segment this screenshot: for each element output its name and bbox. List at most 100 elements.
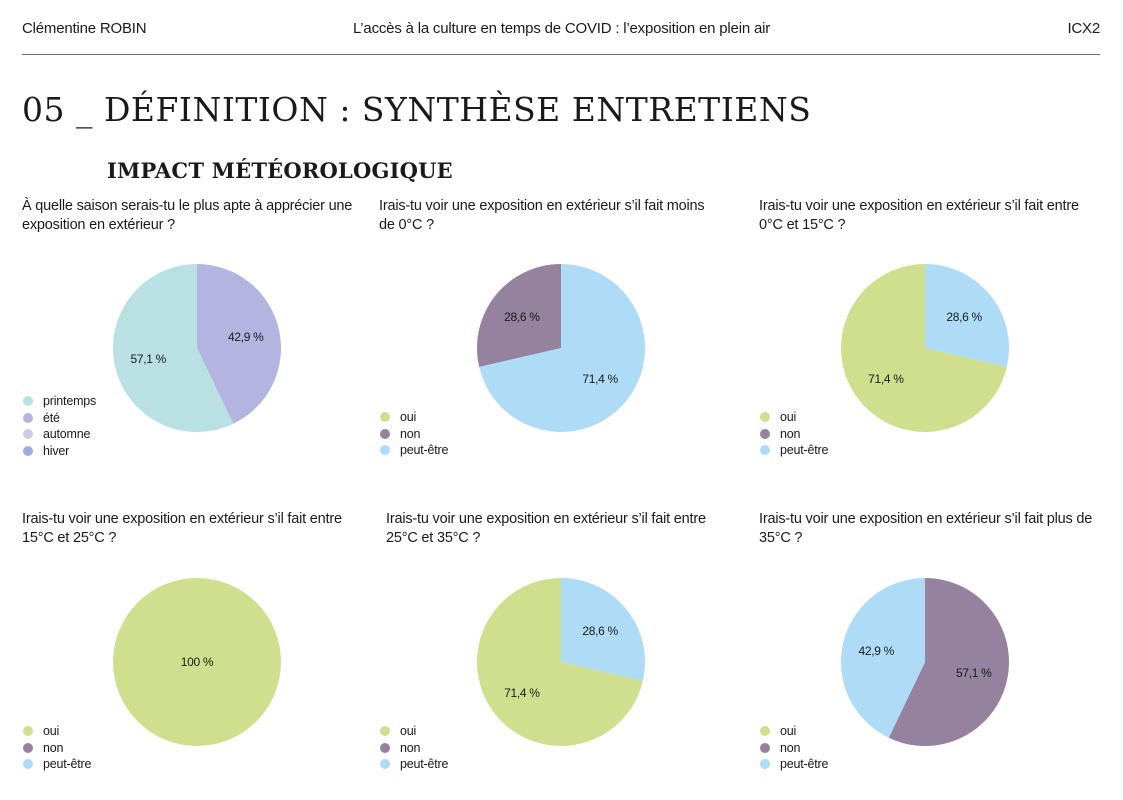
pie-slice-peut-etre [925, 264, 1009, 367]
chart-question: Irais-tu voir une exposition en extérieu… [379, 198, 705, 233]
legend-label: peut-être [780, 757, 829, 772]
pie-chart: 57,1 % 42,9 % [841, 578, 1010, 746]
legend-label: oui [43, 724, 60, 739]
legend-label: non [43, 740, 64, 755]
pie-panel-season: À quelle saison serais-tu le plus apte à… [22, 197, 362, 487]
pie-label-non: 57,1 % [956, 666, 992, 680]
legend-swatch [760, 412, 770, 423]
chart-question: Irais-tu voir une exposition en extérieu… [386, 511, 706, 546]
pie-slice-non [476, 264, 561, 367]
legend-label: non [780, 740, 801, 755]
pie-chart: 71,4 % 28,6 % [476, 264, 645, 432]
chart-question: Irais-tu voir une exposition en extérieu… [22, 511, 342, 546]
legend-item-peut-etre: peut-être [759, 756, 828, 773]
legend-item-automne: automne [22, 426, 96, 443]
header-subtitle: L’accès à la culture en temps de COVID :… [352, 20, 771, 37]
legend-swatch [380, 445, 390, 456]
legend-label: peut-être [43, 757, 92, 772]
legend-swatch [760, 428, 770, 439]
legend-label: printemps [43, 394, 97, 409]
legend-label: peut-être [400, 443, 449, 458]
legend-swatch [760, 759, 770, 770]
legend-label: peut-être [780, 443, 829, 458]
legend-label: hiver [43, 443, 70, 458]
pie-label-oui: 71,4 % [868, 372, 904, 386]
legend-label: non [400, 740, 421, 755]
pie-label-peut-etre: 42,9 % [858, 644, 894, 658]
pie-slice-printemps [112, 264, 234, 432]
legend-item-non: non [379, 740, 448, 757]
legend-swatch [23, 726, 33, 737]
legend-item-peut-etre: peut-être [759, 442, 828, 459]
legend-label: peut-être [400, 757, 449, 772]
legend-item-oui: oui [379, 409, 448, 426]
legend-item-hiver: hiver [22, 443, 96, 460]
pie-label-non: 28,6 % [504, 310, 540, 324]
pie-slice-oui [841, 264, 1007, 432]
pie-panel-15-25: Irais-tu voir une exposition en extérieu… [22, 510, 362, 800]
legend-label: été [43, 410, 60, 425]
legend-item-non: non [22, 740, 91, 757]
legend-swatch [23, 445, 33, 456]
pie-chart: 100 % [113, 578, 281, 746]
legend-label: non [780, 426, 801, 441]
page-title: 05 _ DÉFINITION : SYNTHÈSE ENTRETIENS [22, 90, 812, 130]
legend-swatch [380, 412, 390, 423]
legend-item-non: non [759, 740, 828, 757]
pie-slice-oui [113, 578, 281, 746]
pie-label-printemps: 57,1 % [130, 352, 166, 366]
pie-slice-peut-etre [841, 578, 925, 738]
legend-swatch [760, 726, 770, 737]
legend-item-peut-etre: peut-être [379, 756, 448, 773]
pie-chart: 42,9 % 57,1 % [112, 264, 281, 432]
legend-swatch [23, 429, 33, 440]
chart-legend: oui non peut-être [379, 723, 448, 773]
legend-item-non: non [379, 426, 448, 443]
pie-slice-peut-etre [479, 264, 645, 432]
header-author: Clémentine ROBIN [22, 20, 147, 37]
legend-item-peut-etre: peut-être [22, 756, 91, 773]
pie-chart: 28,6 % 71,4 % [477, 578, 645, 746]
pie-slice-non [888, 578, 1010, 746]
pie-panel-0-15: Irais-tu voir une exposition en extérieu… [759, 197, 1099, 487]
legend-label: oui [400, 724, 417, 739]
legend-item-ete: été [22, 410, 96, 427]
legend-item-oui: oui [22, 723, 91, 740]
legend-swatch [380, 726, 390, 737]
legend-swatch [23, 759, 33, 770]
legend-swatch [23, 742, 33, 753]
legend-item-peut-etre: peut-être [379, 442, 448, 459]
pie-panel-25-35: Irais-tu voir une exposition en extérieu… [380, 510, 726, 800]
legend-swatch [23, 412, 33, 423]
pie-chart: 28,6 % 71,4 % [841, 264, 1009, 432]
chart-legend: oui non peut-être [759, 409, 828, 459]
chart-question: Irais-tu voir une exposition en extérieu… [759, 511, 1093, 546]
legend-item-oui: oui [759, 723, 828, 740]
legend-item-printemps: printemps [22, 393, 96, 410]
pie-label-peut-etre: 71,4 % [582, 372, 618, 386]
chart-legend: oui non peut-être [759, 723, 828, 773]
pie-panel-below-0: Irais-tu voir une exposition en extérieu… [379, 197, 719, 487]
legend-swatch [23, 396, 33, 407]
header-divider [22, 54, 1100, 55]
pie-slice-peut-etre [561, 578, 645, 681]
legend-item-oui: oui [379, 723, 448, 740]
pie-slice-oui [477, 578, 643, 746]
chart-question: À quelle saison serais-tu le plus apte à… [22, 198, 353, 233]
header-code: ICX2 [1067, 20, 1100, 37]
legend-label: oui [400, 410, 417, 425]
legend-label: oui [780, 724, 797, 739]
pie-label-oui: 71,4 % [504, 686, 540, 700]
legend-swatch [380, 759, 390, 770]
pie-label-oui: 100 % [181, 655, 214, 669]
legend-label: non [400, 426, 421, 441]
legend-swatch [380, 428, 390, 439]
legend-label: oui [780, 410, 797, 425]
pie-panel-above-35: Irais-tu voir une exposition en extérieu… [759, 510, 1099, 800]
chart-legend: oui non peut-être [22, 723, 91, 773]
legend-swatch [380, 742, 390, 753]
chart-legend: printemps été automne hiver [22, 393, 96, 459]
legend-swatch [760, 742, 770, 753]
legend-label: automne [43, 427, 91, 442]
section-title: IMPACT MÉTÉOROLOGIQUE [107, 158, 453, 184]
